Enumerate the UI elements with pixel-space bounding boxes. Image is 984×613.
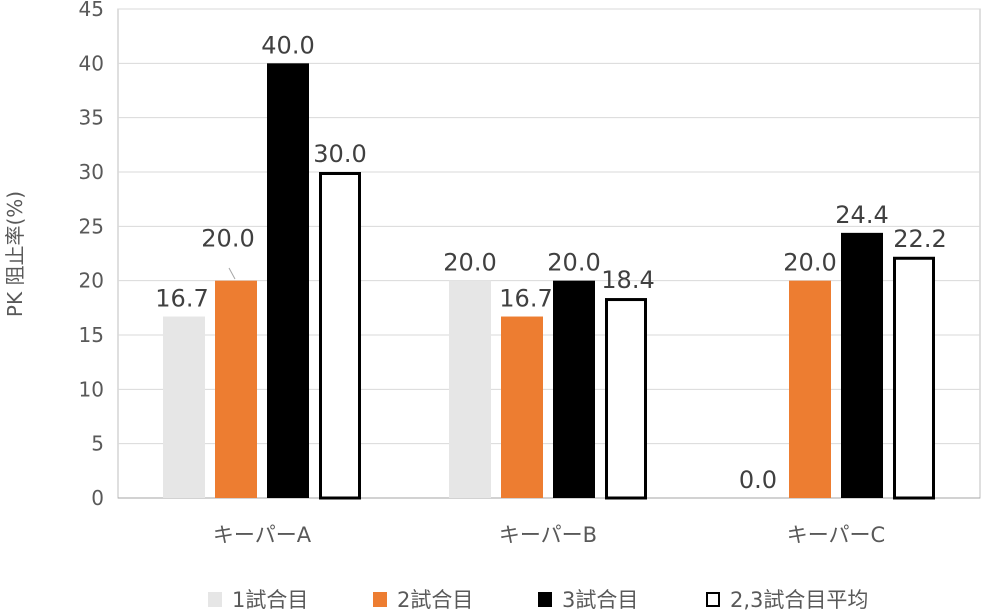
- legend: 1試合目 2試合目 3試合目 2,3試合目平均: [208, 588, 868, 612]
- x-category-label: キーパーC: [787, 523, 885, 547]
- data-label: 20.0: [783, 249, 836, 277]
- bar: [841, 232, 883, 498]
- bar: [501, 316, 543, 498]
- data-label: 20.0: [547, 249, 600, 277]
- bar: [319, 172, 361, 500]
- legend-item: 1試合目: [208, 588, 308, 612]
- data-labels: 16.720.00.020.016.720.040.020.024.430.01…: [155, 31, 946, 494]
- bar: [163, 316, 205, 498]
- y-tick-label: 5: [91, 432, 104, 456]
- bar: [215, 280, 257, 498]
- data-label: 18.4: [601, 266, 654, 294]
- y-tick-label: 45: [79, 0, 104, 21]
- legend-swatch: [538, 592, 552, 607]
- legend-swatch: [208, 592, 222, 607]
- gridlines: [118, 8, 980, 499]
- bar: [267, 63, 309, 498]
- legend-swatch: [706, 592, 720, 607]
- y-tick-label: 30: [79, 160, 104, 184]
- bar: [605, 298, 647, 500]
- y-axis-label: PK 阻止率(%): [3, 191, 27, 317]
- leader-line: [228, 267, 236, 280]
- legend-item: 2試合目: [373, 588, 473, 612]
- bar: [449, 280, 491, 498]
- data-label: 16.7: [155, 285, 208, 313]
- y-tick-label: 20: [79, 269, 104, 293]
- y-tick-label: 10: [79, 377, 104, 401]
- bar: [789, 280, 831, 498]
- data-label: 20.0: [201, 225, 254, 253]
- x-category-label: キーパーA: [213, 523, 312, 547]
- x-category-label: キーパーB: [499, 523, 597, 547]
- data-label: 16.7: [499, 285, 552, 313]
- y-tick-label: 15: [79, 323, 104, 347]
- y-tick-label: 0: [91, 486, 104, 510]
- x-axis-categories: キーパーA キーパーB キーパーC: [213, 523, 885, 547]
- bar: [893, 256, 935, 500]
- legend-item: 3試合目: [538, 588, 638, 612]
- data-label: 30.0: [313, 140, 366, 168]
- legend-label: 1試合目: [232, 588, 308, 612]
- data-label: 24.4: [835, 201, 888, 229]
- legend-label: 2,3試合目平均: [730, 588, 868, 612]
- y-axis-ticks: 0 5 10 15 20 25 30 35 40 45: [79, 0, 104, 510]
- y-tick-label: 40: [79, 51, 104, 75]
- legend-item: 2,3試合目平均: [706, 588, 868, 612]
- legend-label: 2試合目: [397, 588, 473, 612]
- data-label: 22.2: [893, 225, 946, 253]
- y-tick-label: 25: [79, 214, 104, 238]
- y-tick-label: 35: [79, 106, 104, 130]
- legend-label: 3試合目: [562, 588, 638, 612]
- data-label: 40.0: [261, 31, 314, 59]
- bars: [163, 63, 935, 500]
- data-label: 20.0: [443, 249, 496, 277]
- bar: [553, 280, 595, 498]
- data-label: 0.0: [739, 466, 777, 494]
- legend-swatch: [373, 592, 387, 607]
